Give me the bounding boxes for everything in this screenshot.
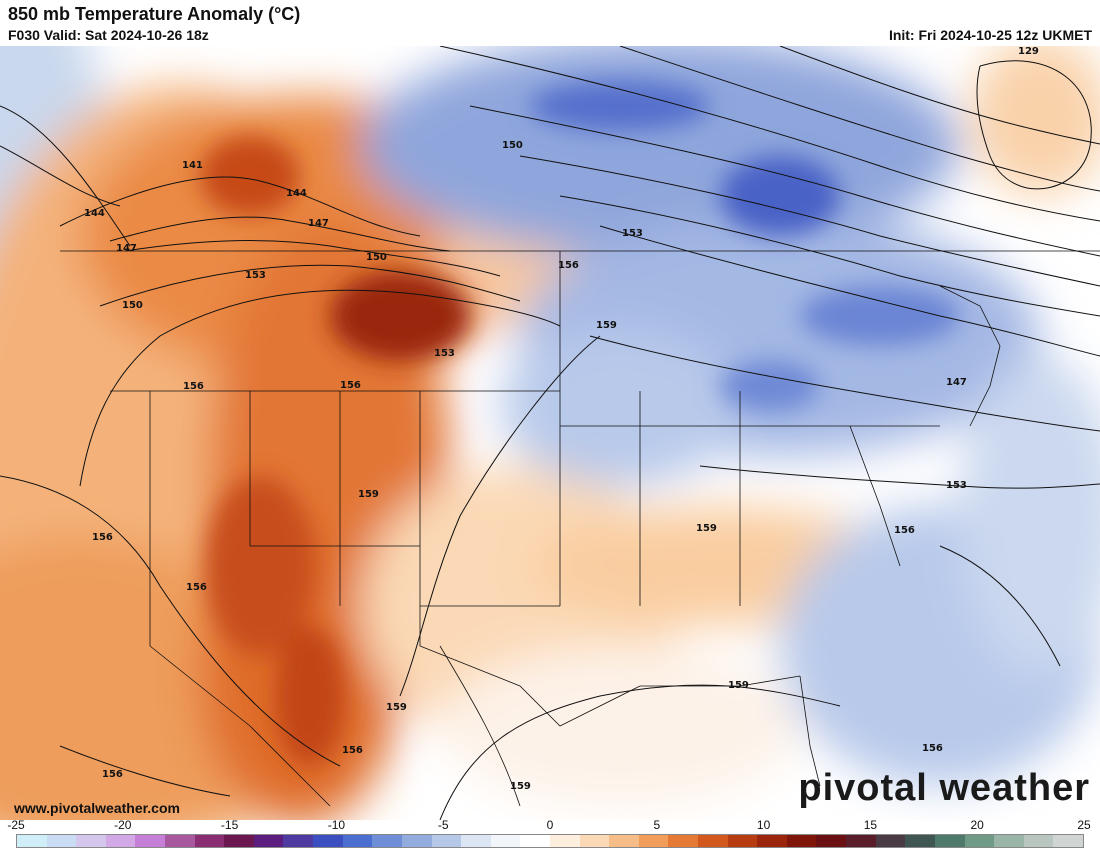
colorbar-swatch [727, 835, 758, 847]
colorbar-swatch [875, 835, 906, 847]
contour-label: 153 [622, 228, 643, 239]
colorbar-swatch [224, 835, 254, 847]
contour-label: 156 [102, 769, 123, 780]
colorbar-label: 15 [863, 818, 878, 832]
colorbar-label: 0 [546, 818, 554, 832]
colorbar-swatch [905, 835, 935, 847]
colorbar-swatch [253, 835, 284, 847]
contour-label: 159 [728, 680, 749, 691]
colorbar-swatch [698, 835, 728, 847]
contour-label: 156 [186, 582, 207, 593]
contour-label: 129 [1018, 46, 1039, 57]
colorbar-swatch [165, 835, 195, 847]
colorbar-label: -15 [220, 818, 239, 832]
contour-label: 141 [182, 160, 203, 171]
colorbar-label: 25 [1077, 818, 1091, 832]
height-contours [0, 46, 1100, 820]
colorbar-swatch [105, 835, 136, 847]
colorbar-swatch [372, 835, 402, 847]
colorbar-swatch [313, 835, 343, 847]
init-time: Init: Fri 2024-10-25 12z UKMET [888, 27, 1092, 43]
colorbar-swatch [668, 835, 699, 847]
anomaly-map[interactable]: 141 144 144 147 147 150 150 150 153 153 … [0, 46, 1100, 820]
colorbar-label: -20 [114, 818, 132, 832]
contour-label: 147 [946, 377, 967, 388]
colorbar-label: 10 [756, 818, 771, 832]
contour-label: 156 [922, 743, 943, 754]
colorbar-swatch [490, 835, 521, 847]
colorbar-swatch [579, 835, 610, 847]
colorbar-swatch [194, 835, 225, 847]
colorbar-swatch [1023, 835, 1054, 847]
colorbar-swatch [520, 835, 550, 847]
colorbar-swatch [638, 835, 669, 847]
colorbar-label: 20 [970, 818, 984, 832]
contour-label: 144 [286, 188, 307, 199]
colorbar-swatches [16, 834, 1084, 848]
chart-title: 850 mb Temperature Anomaly (°C) [8, 4, 301, 24]
anomaly-cores [200, 81, 960, 766]
anomaly-field [0, 46, 1100, 820]
colorbar-swatch [46, 835, 77, 847]
colorbar-swatch [17, 835, 47, 847]
colorbar-swatch [994, 835, 1024, 847]
colorbar-swatch [964, 835, 995, 847]
contour-label: 153 [946, 480, 967, 491]
contour-label: 156 [894, 525, 915, 536]
colorbar-swatch [76, 835, 106, 847]
colorbar-label: 5 [653, 818, 661, 832]
contour-label: 153 [434, 348, 455, 359]
contour-label: 156 [340, 380, 361, 391]
colorbar-swatch [342, 835, 373, 847]
contour-label: 150 [502, 140, 523, 151]
contour-label: 153 [245, 270, 266, 281]
brand-logo: pivotal weather [798, 767, 1090, 809]
political-boundaries [60, 250, 1100, 807]
colorbar-swatch [1053, 835, 1083, 847]
colorbar-label: -25 [7, 818, 25, 832]
contour-label: 159 [596, 320, 617, 331]
contour-label: 156 [342, 745, 363, 756]
contour-label: 159 [386, 702, 407, 713]
colorbar-swatch [816, 835, 847, 847]
colorbar-labels: -25 -20 -15 -10 -5 0 5 10 15 20 25 [7, 818, 1090, 832]
contour-label: 147 [116, 243, 137, 254]
colorbar-swatch [431, 835, 462, 847]
colorbar-swatch [786, 835, 817, 847]
colorbar-swatch [846, 835, 876, 847]
contour-label: 150 [122, 300, 143, 311]
map-canvas: 141 144 144 147 147 150 150 150 153 153 … [0, 46, 1100, 820]
colorbar-swatch [757, 835, 787, 847]
contour-label: 156 [558, 260, 579, 271]
colorbar-swatch [461, 835, 491, 847]
colorbar: -25 -20 -15 -10 -5 0 5 10 15 20 25 [7, 818, 1091, 850]
colorbar-swatch [401, 835, 432, 847]
colorbar-swatch [609, 835, 639, 847]
colorbar-swatch [549, 835, 580, 847]
colorbar-swatch [283, 835, 314, 847]
contour-labels: 141 144 144 147 147 150 150 150 153 153 … [84, 46, 1039, 792]
contour-label: 156 [92, 532, 113, 543]
valid-time: F030 Valid: Sat 2024-10-26 18z [8, 27, 209, 43]
contour-label: 159 [510, 781, 531, 792]
contour-label: 147 [308, 218, 329, 229]
contour-label: 159 [358, 489, 379, 500]
colorbar-swatch [934, 835, 965, 847]
contour-label: 156 [183, 381, 204, 392]
colorbar-label: -5 [437, 818, 449, 832]
colorbar-label: -10 [327, 818, 346, 832]
contour-label: 144 [84, 208, 105, 219]
contour-label: 150 [366, 252, 387, 263]
contour-label: 159 [696, 523, 717, 534]
colorbar-swatch [135, 835, 166, 847]
site-url[interactable]: www.pivotalweather.com [14, 800, 180, 816]
